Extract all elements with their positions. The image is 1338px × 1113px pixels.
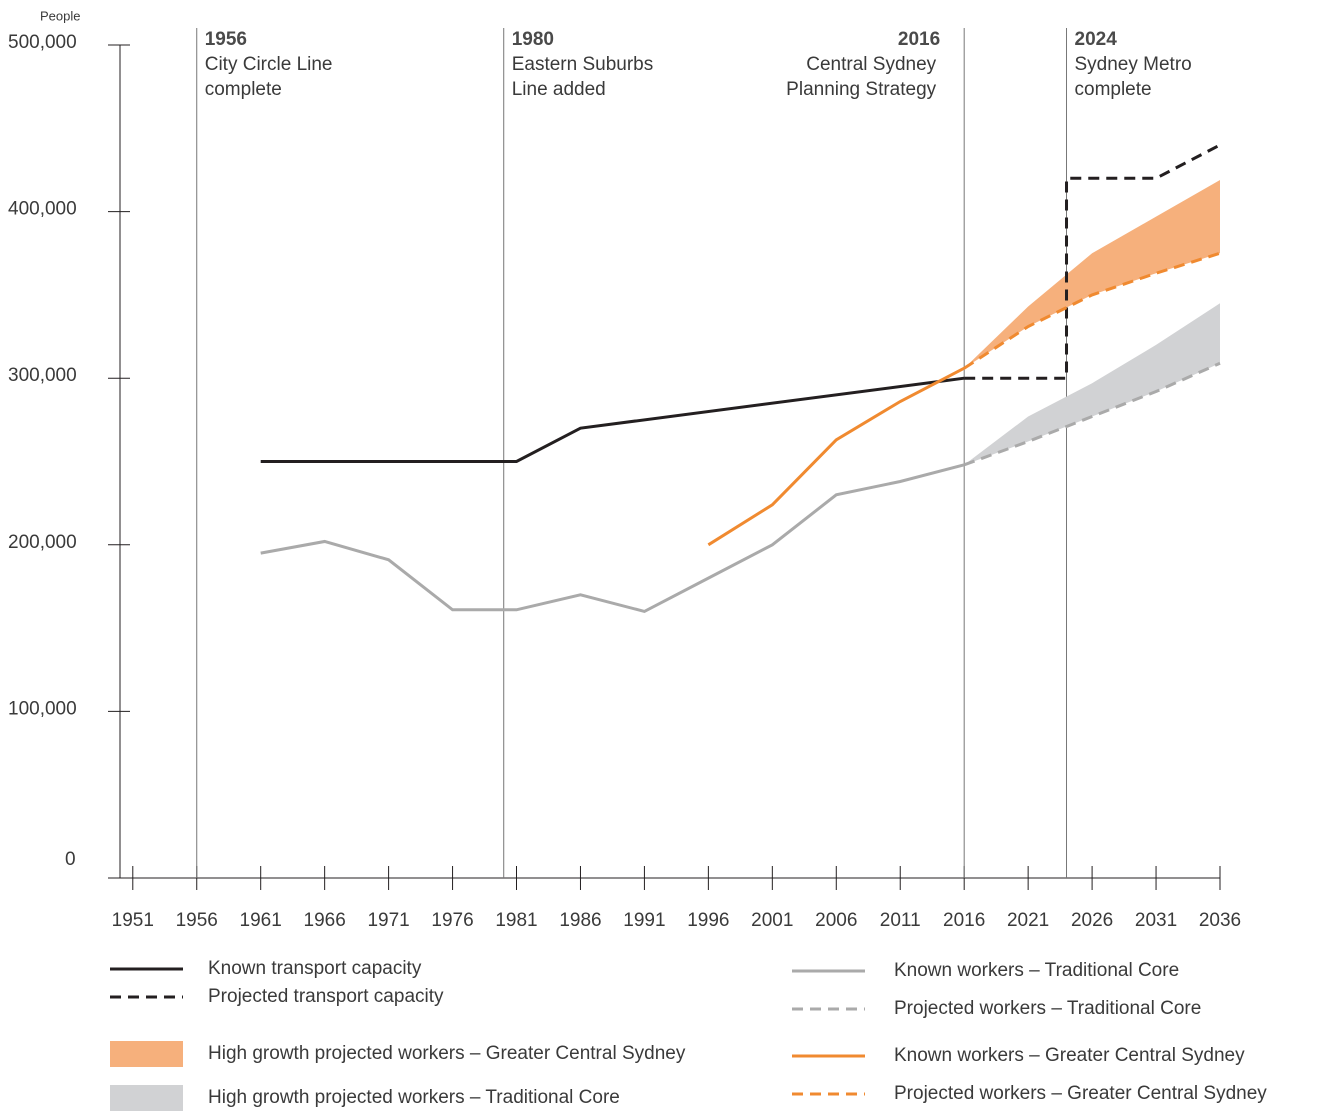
event-text: complete <box>1075 79 1152 100</box>
series-line <box>707 366 965 547</box>
legend-swatch <box>110 1085 183 1111</box>
y-tick-label: 0 <box>65 849 76 870</box>
x-tick-label: 1986 <box>559 910 601 931</box>
x-tick-label: 1991 <box>623 910 665 931</box>
legend-swatch <box>110 1041 183 1067</box>
x-tick-label: 2031 <box>1135 910 1177 931</box>
legend-label: Projected transport capacity <box>208 986 444 1007</box>
legend-label: Known transport capacity <box>208 958 422 979</box>
event-text: Planning Strategy <box>786 79 936 100</box>
series-line <box>260 376 965 463</box>
event-year: 1956 <box>205 29 247 50</box>
y-axis-label: People <box>40 8 80 23</box>
event-year: 1980 <box>512 29 554 50</box>
x-tick-label: 1996 <box>687 910 729 931</box>
event-text: City Circle Line <box>205 54 333 75</box>
y-tick-label: 500,000 <box>8 32 77 53</box>
event-text: complete <box>205 79 282 100</box>
y-tick-label: 100,000 <box>8 698 77 719</box>
x-tick-label: 1956 <box>176 910 218 931</box>
x-tick-label: 2021 <box>1007 910 1049 931</box>
legend-label: High growth projected workers – Greater … <box>208 1043 686 1064</box>
legend-label: Projected workers – Greater Central Sydn… <box>894 1083 1267 1104</box>
event-year: 2016 <box>898 29 940 50</box>
y-tick-label: 300,000 <box>8 365 77 386</box>
x-tick-label: 1971 <box>367 910 409 931</box>
series-line <box>963 361 1221 467</box>
x-tick-label: 1976 <box>431 910 473 931</box>
x-tick-label: 1981 <box>495 910 537 931</box>
band-area <box>964 303 1220 465</box>
legend-label: Known workers – Greater Central Sydney <box>894 1045 1245 1066</box>
x-tick-label: 2036 <box>1199 910 1241 931</box>
series-line <box>260 463 965 614</box>
legend-label: Known workers – Traditional Core <box>894 960 1179 981</box>
event-text: Eastern Suburbs <box>512 54 654 75</box>
event-year: 2024 <box>1075 29 1118 50</box>
event-text: Line added <box>512 79 606 100</box>
y-tick-label: 400,000 <box>8 199 77 220</box>
x-tick-label: 1961 <box>240 910 282 931</box>
x-tick-label: 1951 <box>112 910 154 931</box>
series-line <box>963 251 1221 370</box>
legend-label: Projected workers – Traditional Core <box>894 998 1201 1019</box>
band-area <box>964 179 1220 369</box>
x-tick-label: 1966 <box>304 910 346 931</box>
legend-label: High growth projected workers – Traditio… <box>208 1087 620 1108</box>
y-tick-label: 200,000 <box>8 532 77 553</box>
event-text: Central Sydney <box>806 54 936 75</box>
event-text: Sydney Metro <box>1075 54 1192 75</box>
x-tick-label: 2006 <box>815 910 857 931</box>
x-tick-label: 2011 <box>880 910 921 931</box>
series-line <box>964 143 1221 380</box>
x-tick-label: 2001 <box>751 910 793 931</box>
x-tick-label: 2016 <box>943 910 985 931</box>
x-tick-label: 2026 <box>1071 910 1113 931</box>
